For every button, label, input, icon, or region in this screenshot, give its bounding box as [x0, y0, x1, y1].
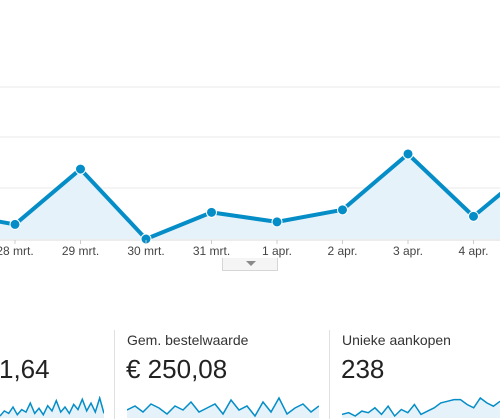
data-point	[206, 206, 217, 218]
metric-label: Unieke aankopen	[342, 332, 451, 348]
sparkline-area	[0, 398, 104, 418]
sparkline-line	[0, 396, 104, 417]
metric-average-order-value[interactable]: Gem. bestelwaarde € 250,08	[126, 330, 327, 419]
chevron-down-icon	[246, 261, 256, 266]
x-tick-label: 28 mrt.	[0, 244, 34, 258]
series-area	[0, 153, 500, 239]
chart-line	[0, 151, 500, 241]
data-point	[75, 163, 86, 175]
metric-sparkline	[342, 396, 500, 418]
metric-divider	[114, 330, 115, 419]
data-point	[337, 204, 348, 216]
data-point	[271, 216, 283, 228]
x-tick-label: 30 mrt.	[127, 244, 164, 258]
sparkline-line	[342, 396, 500, 418]
x-tick-label: 29 mrt.	[62, 244, 99, 258]
x-tick-label: 4 apr.	[458, 244, 488, 258]
sparkline-area	[342, 398, 500, 418]
metric-divider	[329, 330, 330, 419]
x-axis-ticks: 28 mrt. 29 mrt. 30 mrt. 31 mrt. 1 apr. 2 apr.…	[0, 240, 489, 258]
series-line	[0, 151, 500, 241]
x-tick-label: 3 apr.	[393, 244, 423, 258]
x-tick-label: 1 apr.	[262, 244, 292, 258]
metric-value: € 250,08	[126, 354, 228, 384]
data-point	[9, 218, 21, 230]
metric-unique-purchases[interactable]: Unieke aankopen 238	[341, 330, 500, 419]
data-point	[402, 148, 414, 160]
metric-conversion[interactable]: 1,64	[0, 330, 112, 419]
sparkline-line	[127, 396, 319, 418]
metric-value: 238	[341, 354, 385, 384]
sessions-line-chart: 28 mrt. 29 mrt. 30 mrt. 31 mrt. 1 apr. 2 apr.…	[0, 86, 500, 258]
chart-area-fill	[0, 153, 500, 239]
data-point	[468, 210, 479, 222]
metric-sparkline	[127, 396, 319, 418]
x-tick-label: 31 mrt.	[193, 244, 230, 258]
metric-label: Gem. bestelwaarde	[127, 332, 249, 348]
x-tick-label: 2 apr.	[327, 244, 357, 258]
metric-sparkline	[0, 396, 104, 418]
metric-value: 1,64	[0, 354, 50, 384]
collapse-chart-toggle[interactable]	[222, 258, 278, 271]
